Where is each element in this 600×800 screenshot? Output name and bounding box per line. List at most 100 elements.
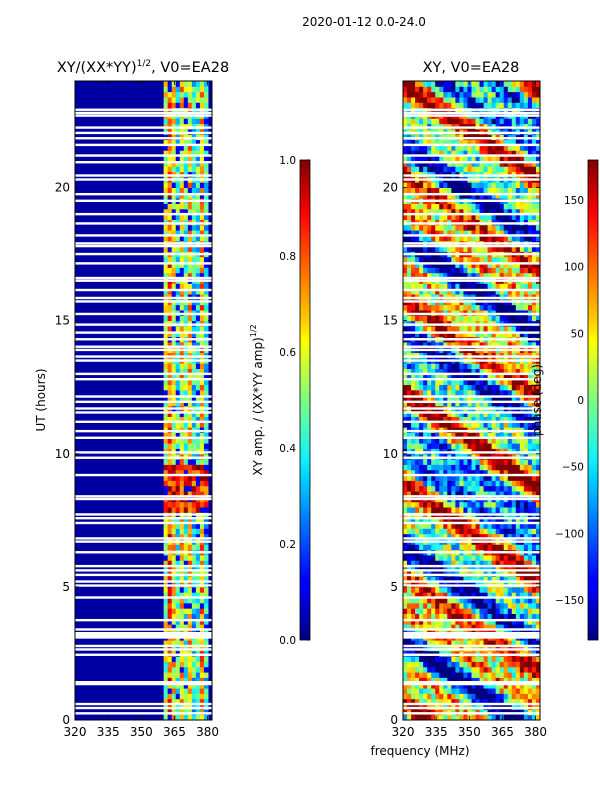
phase-cell xyxy=(407,400,412,407)
phase-cell xyxy=(479,102,485,109)
amplitude-cell xyxy=(195,640,201,646)
phase-cell xyxy=(499,661,505,668)
phase-cell xyxy=(515,272,521,279)
phase-cell xyxy=(435,400,440,407)
amplitude-cell xyxy=(179,597,185,604)
phase-cell xyxy=(431,554,436,561)
phase-cell xyxy=(411,421,416,428)
phase-cell xyxy=(443,96,448,103)
phase-cell xyxy=(503,325,509,332)
phase-cell xyxy=(411,475,416,481)
amplitude-cell xyxy=(195,656,201,662)
phase-cell xyxy=(427,693,432,700)
amplitude-cell xyxy=(167,325,173,332)
amplitude-cell xyxy=(167,246,173,252)
phase-cell xyxy=(487,624,493,630)
phase-cell xyxy=(443,400,448,407)
amplitude-cell xyxy=(195,262,201,268)
phase-cell xyxy=(419,459,424,465)
amplitude-cell xyxy=(183,688,189,694)
phase-cell xyxy=(507,586,513,593)
amplitude-cell xyxy=(195,400,201,407)
phase-cell xyxy=(443,528,448,535)
phase-cell xyxy=(519,576,525,583)
phase-cell xyxy=(459,640,464,646)
phase-cell xyxy=(427,597,432,604)
phase-cell xyxy=(403,230,408,236)
phase-cell xyxy=(515,586,521,593)
phase-cell xyxy=(431,656,436,662)
phase-cell xyxy=(415,118,420,125)
phase-cell xyxy=(499,677,505,684)
amplitude-cell xyxy=(195,560,201,567)
phase-cell xyxy=(455,150,460,157)
phase-cell xyxy=(471,208,477,215)
amplitude-cell xyxy=(191,517,197,524)
amplitude-cell xyxy=(195,203,201,210)
flagged-row xyxy=(75,632,212,635)
phase-cell xyxy=(439,363,444,370)
amplitude-cell xyxy=(203,475,209,481)
amplitude-cell xyxy=(171,155,177,162)
phase-cell xyxy=(495,182,501,188)
phase-cell xyxy=(519,469,525,476)
phase-cell xyxy=(483,533,489,540)
amplitude-cell xyxy=(175,246,181,252)
phase-cell xyxy=(479,682,485,689)
phase-cell xyxy=(515,554,521,561)
phase-cell xyxy=(515,522,521,529)
phase-cell xyxy=(423,235,428,242)
phase-cell xyxy=(519,528,525,535)
amplitude-cell xyxy=(163,693,169,700)
phase-cell xyxy=(431,688,436,694)
flagged-row xyxy=(75,331,212,334)
amplitude-cell xyxy=(179,182,185,188)
amplitude-cell xyxy=(187,597,193,604)
amplitude-cell xyxy=(191,682,197,689)
phase-cell xyxy=(487,421,493,428)
flagged-row xyxy=(75,497,212,501)
phase-cell xyxy=(431,102,436,109)
phase-cell xyxy=(403,432,408,439)
phase-cell xyxy=(439,437,444,444)
phase-cell xyxy=(447,469,452,476)
amplitude-cell xyxy=(187,565,193,572)
amplitude-cell xyxy=(191,618,197,625)
flagged-row xyxy=(75,569,212,572)
amplitude-cell xyxy=(167,214,173,220)
amplitude-cell xyxy=(187,246,193,252)
amplitude-cell xyxy=(171,81,177,87)
phase-cell xyxy=(491,373,497,380)
phase-cell xyxy=(479,464,485,471)
amplitude-cell xyxy=(191,203,197,210)
phase-cell xyxy=(423,91,428,98)
flagged-row xyxy=(75,537,212,540)
amplitude-heatmap xyxy=(75,81,212,720)
phase-cell xyxy=(419,341,424,348)
amplitude-cell xyxy=(167,102,173,109)
phase-cell xyxy=(487,517,493,524)
phase-cell xyxy=(507,267,513,274)
phase-cell xyxy=(487,256,493,263)
amplitude-cell xyxy=(203,214,209,220)
phase-cell xyxy=(427,235,432,242)
amplitude-cell xyxy=(167,522,173,529)
amplitude-cell xyxy=(183,416,189,423)
phase-cell xyxy=(507,315,513,322)
amplitude-cell xyxy=(183,602,189,609)
flagged-row xyxy=(75,395,212,398)
phase-cell xyxy=(487,325,493,332)
phase-cell xyxy=(419,522,424,529)
phase-cell xyxy=(463,150,468,157)
phase-cell xyxy=(515,166,521,173)
phase-cell xyxy=(507,437,513,444)
phase-cell xyxy=(439,118,444,125)
phase-cell xyxy=(455,384,460,391)
flagged-row xyxy=(75,564,212,568)
amplitude-cell xyxy=(203,432,209,439)
amplitude-cell xyxy=(199,411,205,417)
phase-cell xyxy=(463,688,468,694)
amplitude-cell xyxy=(191,389,197,396)
phase-cell xyxy=(499,608,505,614)
phase-cell xyxy=(503,554,509,561)
